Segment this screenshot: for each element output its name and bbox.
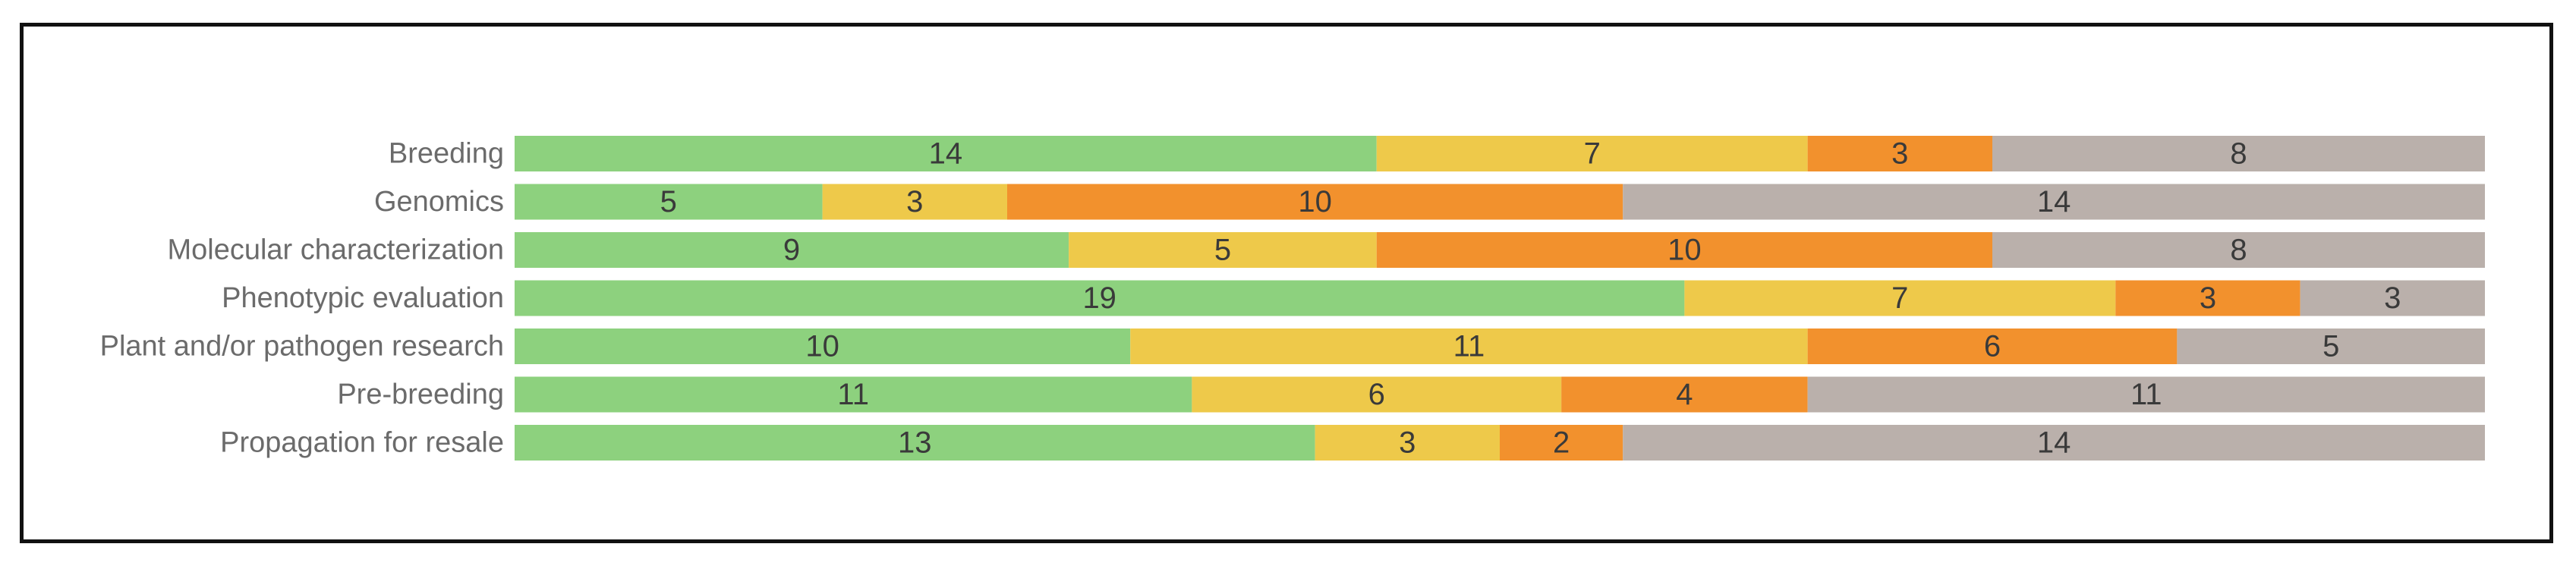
data-label-breeding-3: 3 bbox=[1891, 137, 1908, 171]
category-label-plant-and-or-pathogen-research: Plant and/or pathogen research bbox=[100, 331, 504, 363]
bar-segment-propagation-for-resale-1 bbox=[515, 425, 1315, 461]
data-label-genomics-1: 5 bbox=[660, 185, 677, 218]
bar-segment-genomics-4 bbox=[1623, 184, 2485, 220]
bar-segment-pre-breeding-4 bbox=[1807, 376, 2486, 413]
bar-segment-genomics-2 bbox=[822, 184, 1008, 220]
data-label-genomics-2: 3 bbox=[906, 185, 923, 218]
data-label-breeding-2: 7 bbox=[1584, 137, 1601, 171]
bar-segment-phenotypic-evaluation-2 bbox=[1684, 280, 2116, 316]
data-label-molecular-characterization-2: 5 bbox=[1214, 234, 1231, 267]
data-label-molecular-characterization-3: 10 bbox=[1667, 234, 1702, 267]
bar-segment-phenotypic-evaluation-3 bbox=[2115, 280, 2300, 316]
data-label-pre-breeding-1: 11 bbox=[837, 378, 869, 411]
bar-segment-breeding-1 bbox=[515, 136, 1377, 171]
bar-segment-genomics-1 bbox=[515, 184, 823, 220]
category-label-genomics: Genomics bbox=[374, 186, 504, 218]
data-label-pre-breeding-4: 11 bbox=[2130, 378, 2162, 411]
data-label-propagation-for-resale-3: 2 bbox=[1553, 426, 1570, 460]
bar-segment-pre-breeding-1 bbox=[515, 376, 1192, 413]
data-label-genomics-3: 10 bbox=[1298, 185, 1332, 218]
bar-segment-breeding-3 bbox=[1807, 136, 1993, 171]
bar-segment-genomics-3 bbox=[1007, 184, 1623, 220]
bar-segment-pre-breeding-2 bbox=[1192, 376, 1562, 413]
bar-segment-molecular-characterization-3 bbox=[1376, 232, 1992, 268]
data-label-genomics-4: 14 bbox=[2037, 185, 2071, 218]
bar-segment-molecular-characterization-1 bbox=[515, 232, 1069, 268]
data-label-phenotypic-evaluation-4: 3 bbox=[2384, 281, 2401, 315]
bar-segment-propagation-for-resale-4 bbox=[1623, 425, 2485, 461]
data-label-phenotypic-evaluation-1: 19 bbox=[1082, 281, 1116, 315]
category-label-propagation-for-resale: Propagation for resale bbox=[220, 427, 504, 459]
data-label-plant-and-or-pathogen-research-3: 6 bbox=[1984, 330, 2001, 363]
data-label-molecular-characterization-1: 9 bbox=[783, 234, 800, 267]
data-label-plant-and-or-pathogen-research-4: 5 bbox=[2322, 330, 2339, 363]
data-label-pre-breeding-2: 6 bbox=[1368, 378, 1385, 411]
category-label-molecular-characterization: Molecular characterization bbox=[167, 234, 504, 266]
category-label-breeding: Breeding bbox=[389, 138, 504, 170]
bar-segment-phenotypic-evaluation-4 bbox=[2300, 280, 2486, 316]
bar-segment-breeding-4 bbox=[1992, 136, 2485, 171]
bar-segment-molecular-characterization-2 bbox=[1069, 232, 1377, 268]
bar-segment-plant-and-or-pathogen-research-4 bbox=[2177, 329, 2486, 364]
bar-segment-plant-and-or-pathogen-research-2 bbox=[1130, 329, 1808, 364]
data-label-phenotypic-evaluation-2: 7 bbox=[1891, 281, 1908, 315]
data-label-breeding-4: 8 bbox=[2230, 137, 2247, 171]
bar-segment-molecular-characterization-4 bbox=[1992, 232, 2485, 268]
bar-segment-pre-breeding-3 bbox=[1561, 376, 1808, 413]
data-label-propagation-for-resale-4: 14 bbox=[2037, 426, 2071, 460]
bar-segment-breeding-2 bbox=[1376, 136, 1808, 171]
bar-segment-propagation-for-resale-2 bbox=[1315, 425, 1501, 461]
category-label-pre-breeding: Pre-breeding bbox=[337, 379, 504, 410]
bar-segment-plant-and-or-pathogen-research-1 bbox=[515, 329, 1131, 364]
category-label-phenotypic-evaluation: Phenotypic evaluation bbox=[222, 282, 504, 314]
bar-segment-phenotypic-evaluation-1 bbox=[515, 280, 1685, 316]
data-label-breeding-1: 14 bbox=[929, 137, 963, 171]
data-label-plant-and-or-pathogen-research-1: 10 bbox=[805, 330, 839, 363]
bar-segment-propagation-for-resale-3 bbox=[1500, 425, 1623, 461]
bar-segment-plant-and-or-pathogen-research-3 bbox=[1807, 329, 2178, 364]
data-label-propagation-for-resale-1: 13 bbox=[898, 426, 932, 460]
data-label-molecular-characterization-4: 8 bbox=[2230, 234, 2247, 267]
data-label-propagation-for-resale-2: 3 bbox=[1399, 426, 1416, 460]
data-label-pre-breeding-3: 4 bbox=[1676, 378, 1693, 411]
data-label-phenotypic-evaluation-3: 3 bbox=[2200, 281, 2216, 315]
bars-layer bbox=[515, 136, 2486, 461]
data-label-plant-and-or-pathogen-research-2: 11 bbox=[1453, 330, 1485, 363]
